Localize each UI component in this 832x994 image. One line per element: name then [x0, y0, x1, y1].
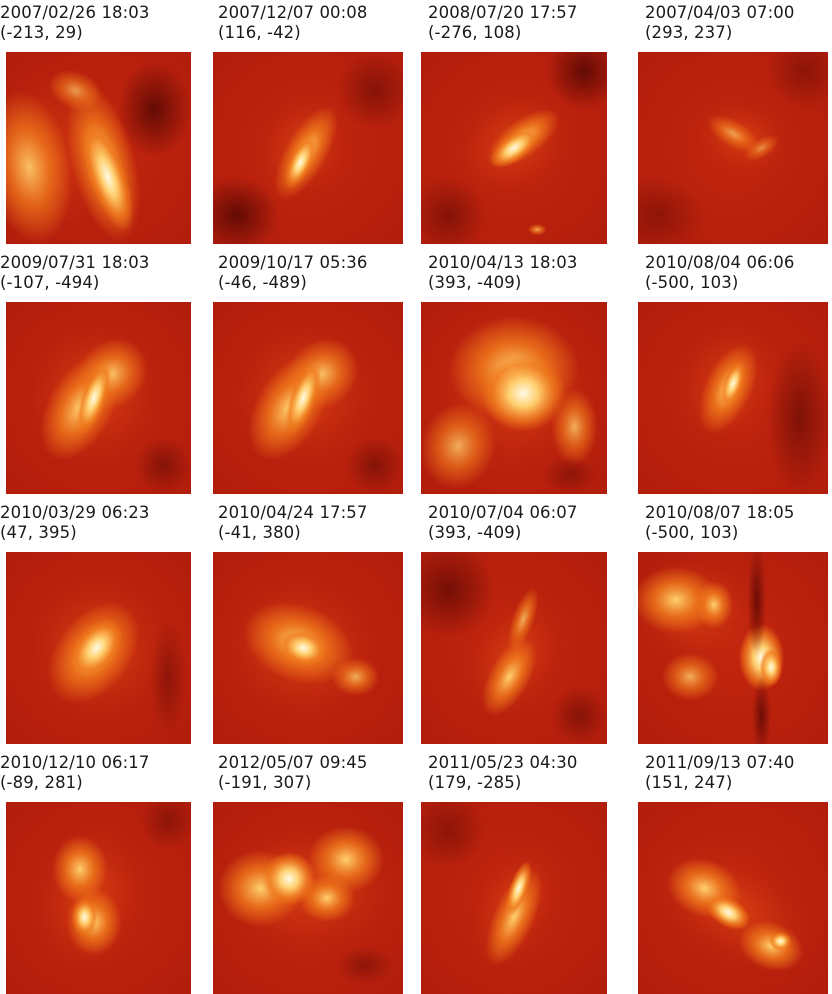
observation-coordinates: (-191, 307)	[218, 773, 312, 792]
solar-xray-image	[421, 52, 607, 244]
solar-xray-image	[638, 802, 828, 994]
observation-date: 2010/04/13 18:03	[428, 253, 578, 272]
solar-xray-image	[638, 52, 828, 244]
observation-date: 2010/12/10 06:17	[0, 753, 150, 772]
observation-date: 2009/07/31 18:03	[0, 253, 150, 272]
observation-date: 2010/04/24 17:57	[218, 503, 368, 522]
panel-caption: 2007/02/26 18:03 (-213, 29)	[0, 3, 150, 43]
observation-coordinates: (151, 247)	[645, 773, 733, 792]
observation-coordinates: (-41, 380)	[218, 523, 301, 542]
observation-coordinates: (116, -42)	[218, 23, 301, 42]
solar-xray-image	[6, 52, 191, 244]
observation-date: 2011/05/23 04:30	[428, 753, 578, 772]
panel-caption: 2011/09/13 07:40 (151, 247)	[645, 753, 795, 793]
observation-coordinates: (-89, 281)	[0, 773, 83, 792]
solar-xray-image	[6, 802, 191, 994]
observation-coordinates: (-213, 29)	[0, 23, 83, 42]
panel-caption: 2010/12/10 06:17 (-89, 281)	[0, 753, 150, 793]
observation-coordinates: (393, -409)	[428, 523, 522, 542]
observation-date: 2010/07/04 06:07	[428, 503, 578, 522]
solar-xray-image	[421, 552, 607, 744]
solar-xray-image	[421, 802, 607, 994]
solar-xray-image	[638, 552, 828, 744]
observation-date: 2008/07/20 17:57	[428, 3, 578, 22]
observation-date: 2007/02/26 18:03	[0, 3, 150, 22]
observation-coordinates: (-46, -489)	[218, 273, 307, 292]
solar-xray-image	[6, 302, 191, 494]
observation-date: 2010/03/29 06:23	[0, 503, 150, 522]
panel-caption: 2010/03/29 06:23 (47, 395)	[0, 503, 150, 543]
panel-caption: 2010/07/04 06:07 (393, -409)	[428, 503, 578, 543]
solar-xray-image	[638, 302, 828, 494]
observation-date: 2011/09/13 07:40	[645, 753, 795, 772]
panel-caption: 2011/05/23 04:30 (179, -285)	[428, 753, 578, 793]
observation-coordinates: (47, 395)	[0, 523, 77, 542]
panel-caption: 2010/08/07 18:05 (-500, 103)	[645, 503, 795, 543]
solar-xray-image	[213, 802, 403, 994]
observation-coordinates: (-276, 108)	[428, 23, 522, 42]
observation-coordinates: (-107, -494)	[0, 273, 100, 292]
panel-caption: 2007/12/07 00:08 (116, -42)	[218, 3, 368, 43]
solar-xray-image	[421, 302, 607, 494]
observation-date: 2010/08/04 06:06	[645, 253, 795, 272]
observation-date: 2007/04/03 07:00	[645, 3, 795, 22]
observation-coordinates: (-500, 103)	[645, 273, 739, 292]
observation-coordinates: (-500, 103)	[645, 523, 739, 542]
panel-caption: 2010/04/24 17:57 (-41, 380)	[218, 503, 368, 543]
panel-caption: 2010/04/13 18:03 (393, -409)	[428, 253, 578, 293]
observation-date: 2009/10/17 05:36	[218, 253, 368, 272]
panel-caption: 2010/08/04 06:06 (-500, 103)	[645, 253, 795, 293]
solar-xray-image	[213, 552, 403, 744]
solar-xray-image	[213, 52, 403, 244]
observation-coordinates: (393, -409)	[428, 273, 522, 292]
solar-xray-image	[6, 552, 191, 744]
observation-date: 2010/08/07 18:05	[645, 503, 795, 522]
observation-coordinates: (293, 237)	[645, 23, 733, 42]
solar-xray-image	[213, 302, 403, 494]
panel-caption: 2009/07/31 18:03 (-107, -494)	[0, 253, 150, 293]
panel-caption: 2012/05/07 09:45 (-191, 307)	[218, 753, 368, 793]
panel-caption: 2007/04/03 07:00 (293, 237)	[645, 3, 795, 43]
observation-coordinates: (179, -285)	[428, 773, 522, 792]
panel-caption: 2008/07/20 17:57 (-276, 108)	[428, 3, 578, 43]
observation-date: 2007/12/07 00:08	[218, 3, 368, 22]
observation-date: 2012/05/07 09:45	[218, 753, 368, 772]
panel-caption: 2009/10/17 05:36 (-46, -489)	[218, 253, 368, 293]
